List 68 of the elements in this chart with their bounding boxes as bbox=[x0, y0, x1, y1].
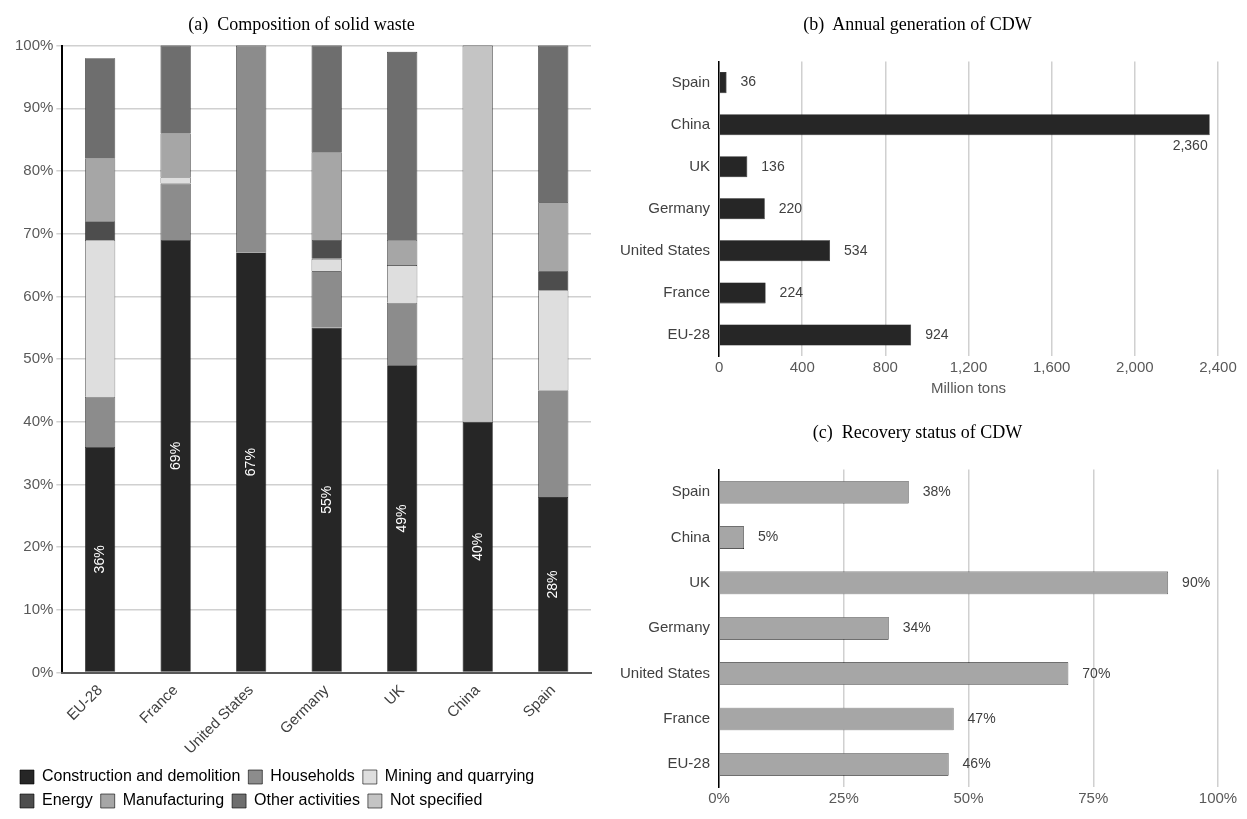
x-tick-label: 1,200 bbox=[949, 358, 988, 376]
data-label: 38% bbox=[922, 483, 951, 500]
legend-label: Energy bbox=[42, 791, 93, 809]
legend-label: Manufacturing bbox=[122, 791, 225, 809]
data-label: 47% bbox=[967, 709, 996, 726]
x-tick-label: 0% bbox=[708, 789, 730, 807]
x-tick-label: 1,600 bbox=[1032, 358, 1071, 376]
y-tick-label: Spain bbox=[671, 72, 711, 90]
data-label: 49% bbox=[393, 504, 410, 533]
y-tick-label: 60% bbox=[23, 286, 54, 304]
data-label: 46% bbox=[962, 755, 991, 772]
y-tick-label: EU-28 bbox=[667, 754, 711, 772]
data-label: 40% bbox=[468, 532, 485, 561]
data-label: 28% bbox=[544, 570, 561, 599]
data-label: 534 bbox=[844, 241, 868, 258]
data-label: 55% bbox=[317, 485, 334, 514]
chart-title: (b) Annual generation of CDW bbox=[803, 13, 1032, 35]
y-tick-label: 100% bbox=[14, 35, 54, 53]
x-tick-label: 2,000 bbox=[1116, 358, 1154, 376]
data-label: 924 bbox=[925, 325, 949, 342]
y-tick-label: 10% bbox=[23, 600, 54, 618]
data-label: 69% bbox=[166, 441, 183, 470]
data-label: 36 bbox=[740, 73, 757, 90]
y-tick-label: UK bbox=[689, 573, 711, 591]
x-tick-label: 400 bbox=[789, 358, 815, 376]
y-tick-label: 70% bbox=[23, 223, 54, 241]
data-label: 5% bbox=[758, 528, 779, 545]
data-label: 36% bbox=[90, 545, 107, 574]
data-label: 136 bbox=[761, 157, 785, 174]
data-label: 2,360 bbox=[1172, 137, 1208, 154]
y-tick-label: China bbox=[670, 527, 711, 545]
y-tick-label: 20% bbox=[23, 537, 54, 555]
y-tick-label: 30% bbox=[23, 474, 54, 492]
x-tick-label: 800 bbox=[872, 358, 898, 376]
legend-label: Households bbox=[270, 767, 355, 785]
y-tick-label: Germany bbox=[648, 198, 711, 216]
data-label: 220 bbox=[778, 199, 803, 216]
legend-label: Mining and quarrying bbox=[384, 767, 535, 785]
data-label: 224 bbox=[779, 283, 804, 300]
x-tick-label: 0 bbox=[714, 358, 724, 376]
x-tick-label: UK bbox=[380, 680, 408, 708]
x-tick-label: 75% bbox=[1078, 789, 1109, 807]
y-tick-label: UK bbox=[689, 156, 711, 174]
y-tick-label: 40% bbox=[23, 411, 54, 429]
y-tick-label: China bbox=[670, 114, 711, 132]
chart-title: (a) Composition of solid waste bbox=[188, 13, 415, 35]
y-tick-label: United States bbox=[619, 241, 711, 258]
legend-label: Other activities bbox=[254, 791, 360, 809]
y-tick-label: EU-28 bbox=[667, 325, 711, 343]
x-tick-label: 100% bbox=[1198, 789, 1238, 807]
x-tick-label: 50% bbox=[953, 789, 984, 807]
y-tick-label: 80% bbox=[23, 161, 54, 179]
y-tick-label: Spain bbox=[671, 482, 711, 500]
y-tick-label: 90% bbox=[23, 98, 54, 116]
chart-title: (c) Recovery status of CDW bbox=[812, 421, 1023, 443]
legend-label: Construction and demolition bbox=[42, 767, 241, 785]
x-axis-title: Million tons bbox=[931, 379, 1007, 397]
data-label: 67% bbox=[242, 448, 259, 477]
y-tick-label: 0% bbox=[31, 662, 54, 680]
data-label: 90% bbox=[1182, 573, 1211, 590]
x-tick-label: 25% bbox=[828, 789, 859, 807]
x-tick-label: 2,400 bbox=[1199, 358, 1237, 376]
y-tick-label: France bbox=[663, 283, 711, 301]
y-tick-label: Germany bbox=[648, 618, 711, 636]
legend-label: Not specified bbox=[389, 791, 483, 809]
y-tick-label: United States bbox=[619, 663, 711, 681]
data-label: 70% bbox=[1082, 664, 1111, 681]
data-label: 34% bbox=[902, 619, 931, 636]
